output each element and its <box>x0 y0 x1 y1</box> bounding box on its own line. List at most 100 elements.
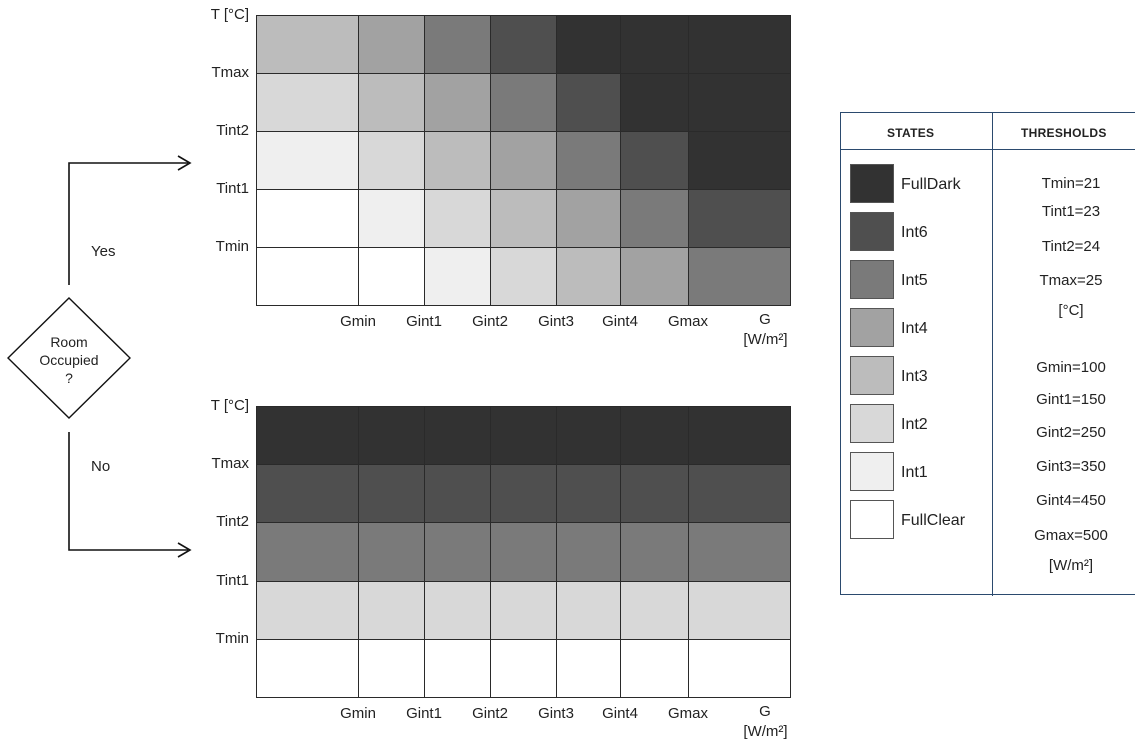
grid-cell <box>358 522 425 582</box>
yes-arrowhead <box>177 155 192 171</box>
x-tick-label: Gint2 <box>472 705 508 722</box>
decision-diamond <box>7 297 131 419</box>
legend-state-label: Int5 <box>901 272 928 289</box>
grid-cell <box>358 247 425 306</box>
legend-swatch <box>850 356 894 395</box>
grid-cell <box>620 464 689 524</box>
grid-cell <box>688 464 791 524</box>
y-tick-label: Tint2 <box>216 122 249 139</box>
grid-cell <box>556 638 621 698</box>
grid-cell <box>688 73 791 132</box>
grid-cell <box>358 131 425 190</box>
y-tick-label: Tmax <box>211 64 250 81</box>
x-tick-label: Gint2 <box>472 313 508 330</box>
grid-cell <box>490 464 557 524</box>
grid-cell <box>256 638 359 698</box>
grid-cell <box>256 464 359 524</box>
x-tick-label: Gmax <box>667 705 708 722</box>
legend-state-label: Int2 <box>901 416 928 433</box>
grid-cell <box>556 406 621 466</box>
grid-cell <box>490 580 557 640</box>
grid-cell <box>688 522 791 582</box>
grid-cell <box>424 189 491 248</box>
grid-cell <box>424 131 491 190</box>
grid-cell <box>556 189 621 248</box>
grid-cell <box>256 522 359 582</box>
legend-state-label: FullClear <box>901 512 966 529</box>
grid-cell <box>358 15 425 74</box>
x-tick-label: Gmin <box>340 313 376 330</box>
threshold-value: Gint1=150 <box>1036 391 1106 408</box>
grid-cell <box>620 15 689 74</box>
yes-label: Yes <box>91 243 116 260</box>
legend-state-label: Int1 <box>901 464 928 481</box>
threshold-value: Tint1=23 <box>1041 203 1101 220</box>
grid-cell <box>556 522 621 582</box>
x-tick-label: Gint4 <box>602 313 638 330</box>
grid-cell <box>490 406 557 466</box>
grid-cell <box>620 406 689 466</box>
threshold-value: Gmax=500 <box>1034 527 1108 544</box>
grid-cell <box>688 580 791 640</box>
grid-cell <box>256 406 359 466</box>
grid-cell <box>620 131 689 190</box>
grid-cell <box>556 247 621 306</box>
grid-cell <box>358 189 425 248</box>
legend-state-label: FullDark <box>901 176 961 193</box>
grid-cell <box>490 247 557 306</box>
threshold-value: [°C] <box>1058 302 1084 319</box>
legend-swatch <box>850 500 894 539</box>
grid-cell <box>256 15 359 74</box>
decision-line-2: Occupied <box>39 352 99 368</box>
grid-cell <box>358 73 425 132</box>
legend-swatch <box>850 308 894 347</box>
grid-cell <box>358 464 425 524</box>
y-tick-label: Tmin <box>215 629 249 647</box>
legend-swatch <box>850 164 894 203</box>
grid-cell <box>424 522 491 582</box>
no-label: No <box>91 458 111 475</box>
x-axis-unit: [W/m²] <box>743 723 788 740</box>
grid-cell <box>256 73 359 132</box>
grid-cell <box>620 189 689 248</box>
grid-cell <box>620 638 689 698</box>
grid-cell <box>688 638 791 698</box>
grid-cell <box>424 580 491 640</box>
grid-cell <box>424 638 491 698</box>
threshold-value: Gint4=450 <box>1036 492 1106 509</box>
threshold-value: Gmin=100 <box>1036 359 1106 376</box>
legend-swatch <box>850 452 894 491</box>
legend-swatch <box>850 212 894 251</box>
y-axis-title: T [°C] <box>210 6 249 23</box>
y-tick-label: Tint1 <box>216 571 249 589</box>
x-tick-label: Gint3 <box>538 313 574 330</box>
legend-swatch <box>850 260 894 299</box>
yes-arrow <box>68 162 188 285</box>
legend-divider-horizontal <box>841 149 1135 150</box>
x-tick-label: Gint4 <box>602 705 638 722</box>
grid-cell <box>424 247 491 306</box>
legend-state-label: Int4 <box>901 320 928 337</box>
states-header: STATES <box>887 126 935 140</box>
y-tick-label: Tmax <box>211 455 250 473</box>
legend-state-label: Int3 <box>901 368 928 385</box>
grid-cell <box>358 580 425 640</box>
threshold-value: Tmax=25 <box>1039 272 1103 289</box>
x-axis-title: G <box>759 703 771 720</box>
legend-state-label: Int6 <box>901 224 928 241</box>
grid-cell <box>688 189 791 248</box>
threshold-value: Tmin=21 <box>1041 175 1101 192</box>
grid-cell <box>424 15 491 74</box>
x-tick-label: Gmax <box>667 313 708 330</box>
flowchart-connectors <box>7 155 192 558</box>
y-tick-label: Tint2 <box>216 513 249 531</box>
grid-cell <box>424 406 491 466</box>
legend-panel: STATES THRESHOLDS FullDark Int6 Int5 Int4 In… <box>840 112 1135 596</box>
decision-line-1: Room <box>50 334 88 350</box>
x-tick-label: Gint1 <box>406 313 442 330</box>
no-arrowhead <box>177 542 192 558</box>
y-tick-label: Tmin <box>215 238 249 255</box>
grid-cell <box>256 189 359 248</box>
grid-cell <box>490 638 557 698</box>
grid-cell <box>556 15 621 74</box>
